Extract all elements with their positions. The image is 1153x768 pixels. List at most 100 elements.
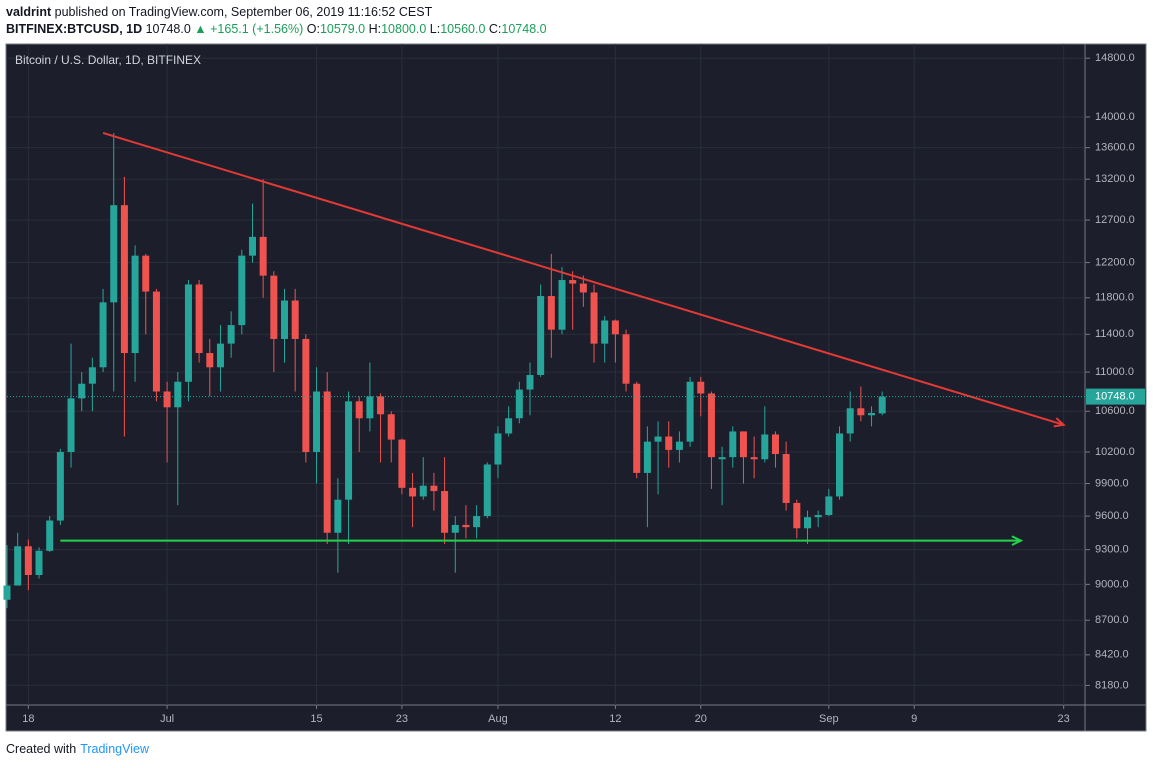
candle-body xyxy=(355,401,363,419)
candle-body xyxy=(718,457,726,460)
x-tick-label: Aug xyxy=(488,713,508,725)
candle-body xyxy=(110,205,118,303)
candle-body xyxy=(163,391,171,408)
high-label: H: xyxy=(368,22,382,36)
candle-body xyxy=(836,433,844,497)
candle-body xyxy=(686,381,694,442)
x-tick-label: 23 xyxy=(396,713,408,725)
candle-body xyxy=(24,546,32,576)
candle-body xyxy=(782,454,790,503)
candle-body xyxy=(579,283,587,293)
candle-body xyxy=(78,383,86,399)
chart-frame xyxy=(5,43,1147,732)
candle-body xyxy=(473,516,481,528)
candle-body xyxy=(611,320,619,335)
x-tick-label: 9 xyxy=(911,713,917,725)
candle-body xyxy=(67,398,75,452)
candle-body xyxy=(206,353,214,368)
candle-body xyxy=(739,431,747,458)
close-label: C: xyxy=(488,22,502,36)
candle-body xyxy=(366,396,374,419)
candle-body xyxy=(419,485,427,497)
trendline-arrow xyxy=(1053,417,1066,428)
y-tick-label: 8420.0 xyxy=(1095,649,1129,661)
trendline xyxy=(102,132,1064,426)
x-tick-label: 23 xyxy=(1058,713,1070,725)
candle-body xyxy=(3,585,11,600)
last: 10748.0 xyxy=(145,22,191,36)
candle-body xyxy=(622,334,630,384)
published: published on TradingView.com, September … xyxy=(54,5,433,19)
candle-body xyxy=(857,408,865,416)
candle-body xyxy=(825,496,833,515)
candle-body xyxy=(313,391,321,452)
open-label: O: xyxy=(306,22,320,36)
change: ▲ +165.1 (+1.56%) xyxy=(194,22,304,36)
candle-body xyxy=(377,396,385,415)
candle-body xyxy=(216,343,224,368)
candle-body xyxy=(665,436,673,450)
candle-body xyxy=(494,433,502,465)
symbol: BITFINEX:BTCUSD, 1D xyxy=(6,22,143,36)
header: valdrint published on TradingView.com, S… xyxy=(6,4,547,38)
y-tick-label: 11000.0 xyxy=(1095,366,1134,378)
x-tick-label: Sep xyxy=(819,713,839,725)
y-tick-label: 11400.0 xyxy=(1095,328,1134,340)
candle-body xyxy=(878,396,886,414)
x-tick-label: 20 xyxy=(695,713,707,725)
low-label: L: xyxy=(429,22,441,36)
chart-title: Bitcoin / U.S. Dollar, 1D, BITFINEX xyxy=(15,53,201,67)
candle-body xyxy=(462,524,470,528)
y-tick-label: 14000.0 xyxy=(1095,111,1135,123)
candle-body xyxy=(387,414,395,440)
candle-body xyxy=(590,292,598,344)
x-tick-label: 18 xyxy=(22,713,34,725)
candle-body xyxy=(868,412,876,416)
y-tick-label: 10600.0 xyxy=(1095,405,1135,417)
candle-body xyxy=(248,236,256,256)
candle-body xyxy=(184,284,192,382)
candle-body xyxy=(761,434,769,460)
candle-body xyxy=(56,451,64,521)
candle-body xyxy=(302,338,310,452)
open: 10579.0 xyxy=(319,22,366,36)
candle-body xyxy=(451,524,459,533)
candle-body xyxy=(633,383,641,473)
x-tick-label: 15 xyxy=(310,713,322,725)
brand-link[interactable]: TradingView xyxy=(80,742,149,756)
trendline-arrow xyxy=(1011,535,1024,546)
candle-body xyxy=(334,499,342,533)
y-tick-label: 14800.0 xyxy=(1095,52,1135,64)
candle-body xyxy=(238,255,246,326)
close: 10748.0 xyxy=(501,22,547,36)
candle-body xyxy=(323,391,331,533)
author[interactable]: valdrint xyxy=(6,5,52,19)
candle-body xyxy=(120,205,128,354)
candle-body xyxy=(441,491,449,533)
candle-body xyxy=(675,441,683,450)
y-tick-label: 9600.0 xyxy=(1095,510,1129,522)
x-tick-label: Jul xyxy=(160,713,174,725)
y-tick-label: 11800.0 xyxy=(1095,292,1134,304)
candle-body xyxy=(505,418,513,434)
y-tick-label: 8180.0 xyxy=(1095,679,1129,691)
candle-body xyxy=(270,275,278,339)
candle-body xyxy=(46,520,54,551)
candle-body xyxy=(771,434,779,455)
candle-body xyxy=(803,517,811,529)
y-tick-label: 10200.0 xyxy=(1095,446,1135,458)
candle-body xyxy=(409,487,417,497)
candles xyxy=(3,132,886,609)
candle-body xyxy=(259,236,267,276)
candle-body xyxy=(569,280,577,284)
candle-body xyxy=(345,401,353,500)
candle-body xyxy=(131,255,139,354)
candle-body xyxy=(643,441,651,473)
candle-body xyxy=(707,393,715,458)
candle-body xyxy=(142,255,150,292)
candle-body xyxy=(537,296,545,375)
candle-body xyxy=(697,381,705,394)
candle-body xyxy=(793,502,801,529)
